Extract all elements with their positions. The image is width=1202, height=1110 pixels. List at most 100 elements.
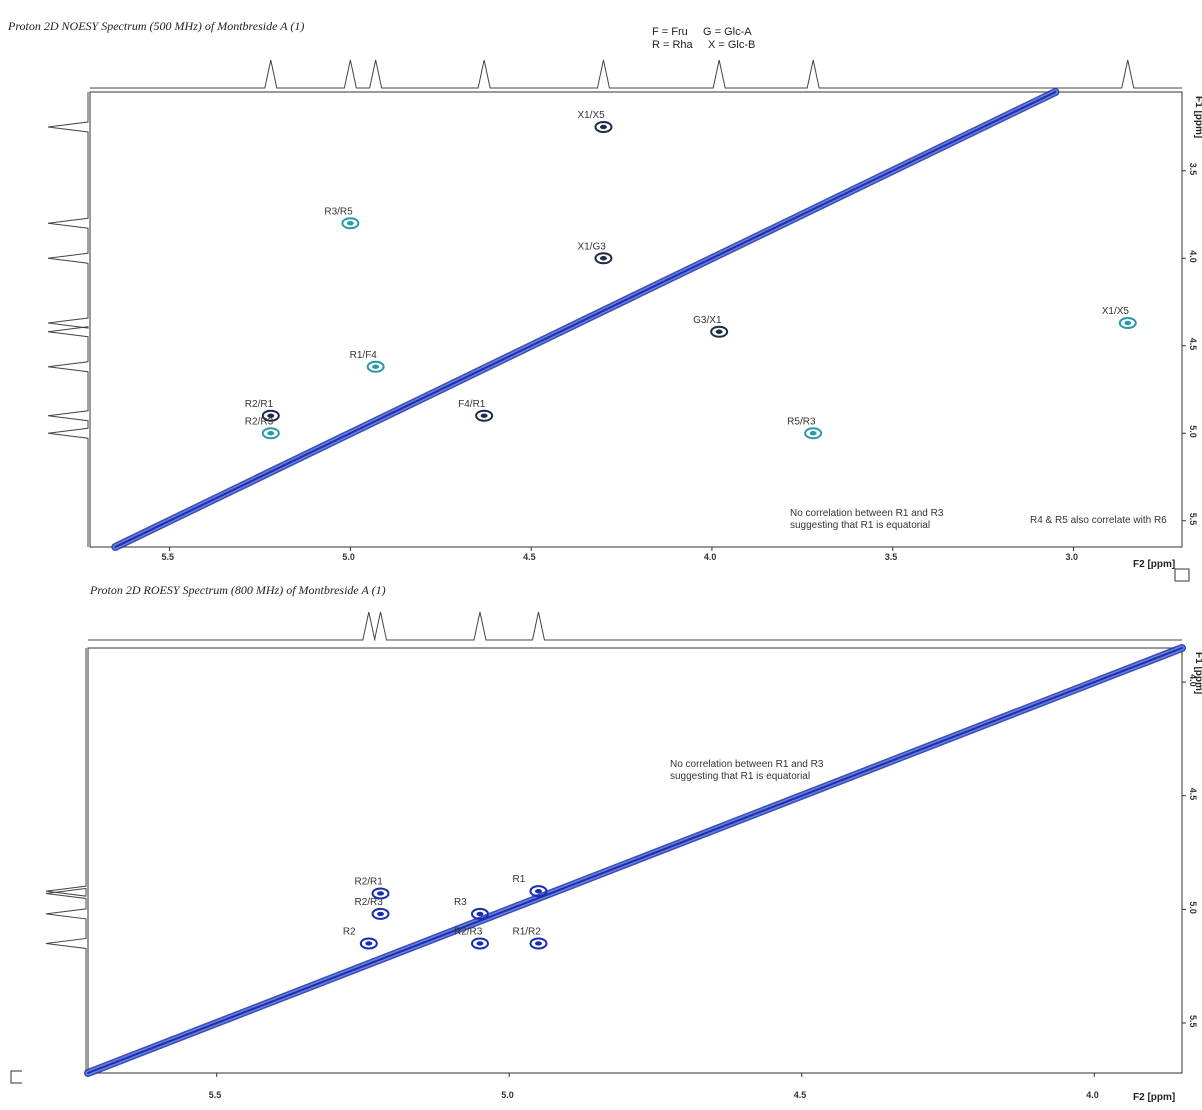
cross-peak-label: X1/X5 xyxy=(577,110,605,121)
cross-peak-label: X1/X5 xyxy=(1102,306,1130,317)
cross-peak xyxy=(261,409,280,422)
cross-peak-label: R2 xyxy=(343,926,356,937)
cross-peak xyxy=(529,885,548,898)
y-tick-label: 4.0 xyxy=(1188,674,1198,687)
cross-peak xyxy=(529,937,548,950)
cross-peak xyxy=(1118,317,1137,329)
cross-peak-label: R3/R5 xyxy=(324,206,353,217)
noesy-note-3: R4 & R5 also correlate with R6 xyxy=(1030,515,1167,526)
cross-peak-core xyxy=(534,888,542,894)
y-tick-label: 4.5 xyxy=(1188,788,1198,801)
x-tick-label: 5.0 xyxy=(342,552,355,562)
roesy-note-1: No correlation between R1 and R3 xyxy=(670,759,824,770)
cross-peak-core xyxy=(267,431,275,436)
cross-peak-label: R1/F4 xyxy=(350,350,378,361)
cross-peak-label: R2/R3 xyxy=(245,416,274,427)
cross-peak-core xyxy=(372,364,380,369)
cross-peak xyxy=(470,907,489,920)
cross-peak-core xyxy=(346,221,354,226)
x-tick-label: 4.5 xyxy=(794,1090,807,1100)
cross-peak xyxy=(594,252,613,265)
roesy-axis-ticks: 5.5 5.0 4.5 4.0 4.0 4.5 5.0 5.5 xyxy=(209,674,1198,1100)
cross-peak-core xyxy=(476,911,484,917)
roesy-title: Proton 2D ROESY Spectrum (800 MHz) of Mo… xyxy=(89,583,386,597)
cross-peak xyxy=(366,360,385,373)
roesy-diagonal xyxy=(84,644,1186,1077)
noesy-note-2: suggesting that R1 is equatorial xyxy=(790,520,930,531)
noesy-cross-peaks: X1/X5 R3/R5 X1/G3 X1/X5 G3/X1 R1/F4 R2/R1 R2/R3… xyxy=(245,110,1137,440)
x-tick-label: 5.5 xyxy=(209,1090,222,1100)
noesy-xlabel: F2 [ppm] xyxy=(1133,559,1175,570)
cross-peak xyxy=(371,907,390,920)
f2-projection-trace xyxy=(90,59,1182,89)
x-tick-label: 5.0 xyxy=(501,1090,514,1100)
cross-peak-core xyxy=(365,941,373,946)
cross-peak xyxy=(341,217,360,230)
corner-marker-right xyxy=(1174,568,1190,582)
cross-peak-label: R5/R3 xyxy=(787,416,816,427)
cross-peak-label: R2/R1 xyxy=(355,876,384,887)
legend-line-1: F = Fru G = Glc-A xyxy=(652,26,752,38)
cross-peak-core xyxy=(534,941,542,946)
cross-peak xyxy=(359,937,378,950)
y-tick-label: 5.5 xyxy=(1188,1015,1198,1028)
cross-peak-label: G3/X1 xyxy=(693,315,722,326)
y-tick-label: 4.5 xyxy=(1188,338,1198,351)
x-tick-label: 3.0 xyxy=(1066,552,1079,562)
cross-peak-core xyxy=(267,413,275,418)
roesy-f1-projection xyxy=(45,648,87,1073)
y-tick-label: 5.0 xyxy=(1188,425,1198,438)
cross-peak-label: X1/G3 xyxy=(577,241,606,252)
cross-peak xyxy=(804,427,823,440)
diagonal-band xyxy=(114,91,1057,548)
roesy-cross-peaks: R1 R3 R2/R1 R2/R3 R2 R2/R3 R1/R2 xyxy=(343,874,548,950)
diagonal-band xyxy=(87,647,1183,1074)
f1-projection-trace xyxy=(47,92,89,547)
f1-projection-trace xyxy=(45,648,87,1073)
legend-line-2: R = Rha X = Glc-B xyxy=(652,39,755,51)
cross-peak-core xyxy=(809,431,817,436)
x-tick-label: 4.0 xyxy=(1086,1090,1099,1100)
x-tick-label: 4.5 xyxy=(523,552,536,562)
noesy-f1-projection xyxy=(47,92,89,547)
cross-peak-core xyxy=(599,256,607,261)
cross-peak-label: R2/R1 xyxy=(245,399,274,410)
roesy-xlabel: F2 [ppm] xyxy=(1133,1092,1175,1103)
y-tick-label: 3.5 xyxy=(1188,163,1198,176)
corner-marker-left xyxy=(10,1070,22,1084)
x-tick-label: 3.5 xyxy=(885,552,898,562)
noesy-title: Proton 2D NOESY Spectrum (500 MHz) of Mo… xyxy=(7,19,304,33)
cross-peak-core xyxy=(377,891,385,896)
roesy-f2-projection xyxy=(88,611,1182,641)
cross-peak-label: F4/R1 xyxy=(458,399,486,410)
cross-peak-label: R2/R3 xyxy=(454,926,483,937)
cross-peak-label: R1 xyxy=(512,874,525,885)
cross-peak-core xyxy=(476,941,484,946)
noesy-axis-ticks: 5.5 5.0 4.5 4.0 3.5 3.0 3.5 4.0 4.5 5.0 5.5 xyxy=(162,163,1198,562)
cross-peak xyxy=(594,121,613,133)
x-tick-label: 4.0 xyxy=(704,552,717,562)
f2-projection-trace xyxy=(88,611,1182,641)
y-tick-label: 5.0 xyxy=(1188,901,1198,914)
cross-peak-label: R3 xyxy=(454,897,467,908)
noesy-note-1: No correlation between R1 and R3 xyxy=(790,508,944,519)
cross-peak-label: R2/R3 xyxy=(355,897,384,908)
roesy-note-2: suggesting that R1 is equatorial xyxy=(670,771,810,782)
cross-peak-core xyxy=(715,329,723,334)
cross-peak-core xyxy=(377,911,385,917)
roesy-ylabel: F1 [ppm] xyxy=(1193,652,1202,694)
cross-peak-core xyxy=(1124,320,1132,326)
cross-peak xyxy=(710,325,729,338)
noesy-f2-projection xyxy=(90,59,1182,89)
cross-peak-core xyxy=(599,124,607,130)
y-tick-label: 5.5 xyxy=(1188,513,1198,526)
cross-peak xyxy=(371,887,390,900)
noesy-diagonal xyxy=(111,88,1060,551)
noesy-ylabel: F1 [ppm] xyxy=(1193,96,1202,138)
cross-peak xyxy=(261,427,280,440)
cross-peak-label: R1/R2 xyxy=(512,926,541,937)
cross-peak xyxy=(470,937,489,950)
cross-peak xyxy=(475,409,494,422)
cross-peak-core xyxy=(480,413,488,418)
